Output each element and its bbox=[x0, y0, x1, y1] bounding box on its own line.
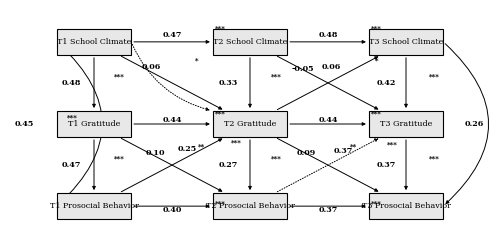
Text: T1 Gratitude: T1 Gratitude bbox=[68, 120, 120, 128]
Text: T2 School Climate: T2 School Climate bbox=[213, 38, 287, 46]
Text: ***: *** bbox=[371, 24, 382, 32]
FancyBboxPatch shape bbox=[369, 193, 443, 219]
Text: 0.06: 0.06 bbox=[142, 63, 161, 71]
FancyBboxPatch shape bbox=[213, 111, 287, 137]
Text: T2 Gratitude: T2 Gratitude bbox=[224, 120, 276, 128]
FancyBboxPatch shape bbox=[57, 111, 131, 137]
Text: T1 School Climate: T1 School Climate bbox=[57, 38, 131, 46]
Text: 0.37: 0.37 bbox=[376, 161, 396, 169]
Text: ***: *** bbox=[215, 109, 226, 117]
Text: -0.05: -0.05 bbox=[292, 65, 314, 73]
Text: T2 Prosocial Behavior: T2 Prosocial Behavior bbox=[206, 202, 294, 210]
Text: 0.09: 0.09 bbox=[297, 149, 316, 157]
Text: ***: *** bbox=[371, 109, 382, 117]
Text: ***: *** bbox=[215, 24, 226, 32]
FancyArrowPatch shape bbox=[132, 44, 209, 111]
FancyArrowPatch shape bbox=[59, 44, 102, 204]
Text: 0.26: 0.26 bbox=[465, 120, 484, 128]
Text: ***: *** bbox=[428, 155, 440, 163]
Text: 0.48: 0.48 bbox=[62, 79, 80, 87]
Text: ***: *** bbox=[371, 199, 382, 207]
Text: T3 Prosocial Behavior: T3 Prosocial Behavior bbox=[362, 202, 450, 210]
Text: 0.48: 0.48 bbox=[318, 31, 338, 39]
Text: ***: *** bbox=[271, 155, 282, 163]
Text: **: ** bbox=[350, 143, 356, 151]
Text: ***: *** bbox=[230, 139, 241, 147]
Text: 0.47: 0.47 bbox=[162, 31, 182, 39]
Text: 0.37: 0.37 bbox=[318, 206, 338, 214]
Text: 0.10: 0.10 bbox=[146, 149, 165, 157]
Text: 0.33: 0.33 bbox=[219, 79, 238, 87]
Text: 0.44: 0.44 bbox=[318, 116, 338, 124]
Text: 0.45: 0.45 bbox=[14, 120, 34, 128]
Text: ***: *** bbox=[428, 73, 440, 81]
Text: ***: *** bbox=[215, 199, 226, 207]
Text: *: * bbox=[194, 57, 198, 64]
FancyBboxPatch shape bbox=[369, 29, 443, 55]
Text: ***: *** bbox=[114, 73, 124, 81]
FancyBboxPatch shape bbox=[213, 29, 287, 55]
Text: T3 Gratitude: T3 Gratitude bbox=[380, 120, 432, 128]
Text: T1 Prosocial Behavior: T1 Prosocial Behavior bbox=[50, 202, 138, 210]
Text: ***: *** bbox=[271, 73, 282, 81]
Text: *: * bbox=[374, 57, 378, 64]
FancyBboxPatch shape bbox=[369, 111, 443, 137]
Text: T3 School Climate: T3 School Climate bbox=[369, 38, 443, 46]
Text: 0.27: 0.27 bbox=[219, 161, 238, 169]
FancyBboxPatch shape bbox=[57, 193, 131, 219]
Text: ***: *** bbox=[114, 155, 124, 163]
Text: 0.42: 0.42 bbox=[376, 79, 396, 87]
Text: 0.37: 0.37 bbox=[334, 147, 353, 155]
Text: 0.44: 0.44 bbox=[162, 116, 182, 124]
Text: ***: *** bbox=[386, 141, 398, 149]
Text: 0.40: 0.40 bbox=[162, 206, 182, 214]
Text: 0.25: 0.25 bbox=[178, 145, 197, 153]
Text: ***: *** bbox=[67, 114, 78, 122]
Text: 0.47: 0.47 bbox=[62, 161, 80, 169]
FancyBboxPatch shape bbox=[57, 29, 131, 55]
FancyBboxPatch shape bbox=[213, 193, 287, 219]
Text: 0.06: 0.06 bbox=[322, 63, 341, 71]
FancyArrowPatch shape bbox=[445, 44, 488, 204]
Text: **: ** bbox=[198, 143, 205, 151]
